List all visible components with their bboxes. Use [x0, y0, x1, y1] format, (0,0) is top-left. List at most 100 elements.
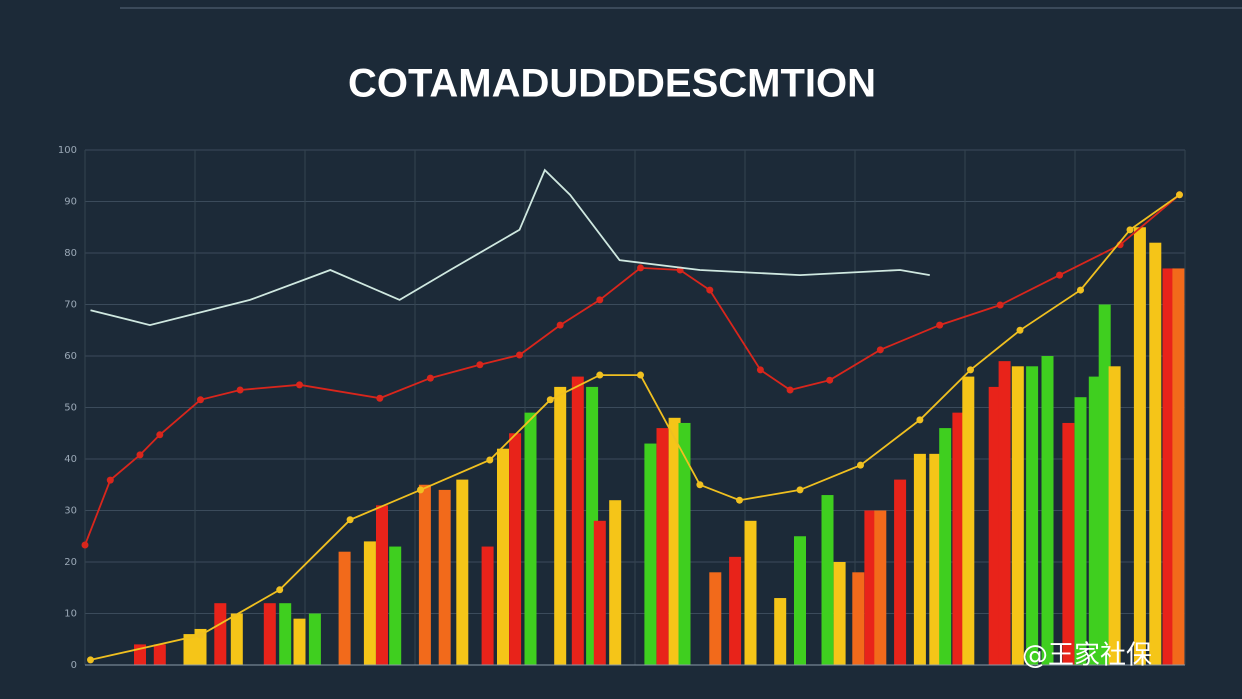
- line: [90, 168, 930, 327]
- line-marker: [486, 456, 494, 464]
- y-tick-label: 70: [64, 300, 77, 311]
- line-marker: [1077, 286, 1084, 294]
- line-marker: [756, 366, 764, 374]
- line-marker: [826, 376, 834, 384]
- bar: [153, 644, 166, 665]
- y-tick-label: 20: [64, 557, 77, 568]
- watermark: @王家社保: [1022, 641, 1152, 671]
- line-marker: [916, 416, 924, 424]
- bar: [988, 386, 1001, 665]
- bar: [509, 433, 522, 665]
- bar: [571, 376, 584, 665]
- bar: [962, 376, 975, 665]
- line-marker: [637, 264, 644, 272]
- line-marker: [876, 346, 884, 354]
- bar: [1162, 268, 1175, 665]
- line-marker: [426, 374, 434, 382]
- bar: [1172, 268, 1185, 665]
- bar: [794, 536, 806, 665]
- line-marker: [786, 386, 794, 394]
- line-marker: [1176, 191, 1183, 199]
- bar: [1133, 227, 1146, 665]
- bar: [308, 613, 321, 665]
- bar: [833, 562, 846, 665]
- bar: [1074, 397, 1087, 665]
- line-marker: [106, 476, 114, 484]
- line-marker: [1126, 226, 1134, 234]
- line-marker: [967, 366, 974, 374]
- line-marker: [81, 541, 89, 549]
- bar: [338, 551, 351, 665]
- bar: [609, 500, 622, 665]
- line-marker: [376, 394, 384, 402]
- bar: [939, 428, 952, 665]
- line-marker: [156, 431, 164, 439]
- line-marker: [996, 301, 1004, 309]
- line-marker: [197, 396, 204, 404]
- line-marker: [596, 371, 604, 379]
- line-marker: [736, 496, 743, 504]
- bar: [194, 628, 207, 665]
- bar: [744, 520, 757, 665]
- bar: [438, 489, 451, 665]
- y-tick-label: 40: [64, 454, 77, 465]
- y-tick-label: 90: [64, 197, 77, 208]
- line-marker: [236, 386, 244, 394]
- line-marker: [936, 321, 944, 329]
- bar: [1026, 366, 1039, 665]
- line-marker: [637, 371, 644, 379]
- bar: [1088, 376, 1101, 665]
- line-marker: [516, 351, 523, 359]
- bar: [864, 510, 877, 665]
- line-marker: [596, 296, 604, 304]
- bar: [230, 613, 243, 665]
- bar: [1062, 422, 1075, 665]
- y-tick-label: 30: [64, 506, 77, 517]
- line-marker: [87, 656, 94, 664]
- y-tick-label: 0: [71, 660, 77, 671]
- bar: [183, 634, 196, 665]
- line-marker: [796, 486, 804, 494]
- line-marker: [706, 286, 714, 294]
- bar: [263, 603, 276, 665]
- bar: [729, 556, 742, 665]
- line-marker: [276, 586, 284, 594]
- line-marker: [546, 396, 554, 404]
- bar: [913, 453, 926, 665]
- bar: [774, 598, 787, 665]
- line-marker: [197, 631, 204, 639]
- y-tick-label: 10: [64, 609, 77, 620]
- line-marker: [346, 516, 354, 524]
- bar: [554, 386, 567, 665]
- bar: [363, 541, 376, 665]
- bar: [952, 412, 965, 665]
- y-tick-label: 60: [64, 351, 77, 362]
- bar: [376, 505, 388, 665]
- bar: [678, 422, 691, 665]
- bar: [1149, 242, 1162, 665]
- bar: [709, 572, 722, 665]
- bar: [1098, 304, 1111, 665]
- bar: [497, 448, 509, 665]
- bar: [524, 412, 537, 665]
- chart-title: COTAMADUDDDESCMTION: [348, 62, 876, 106]
- line-marker: [476, 361, 484, 369]
- bar: [389, 546, 402, 665]
- bar: [418, 484, 431, 665]
- bar: [874, 510, 887, 665]
- bar: [998, 361, 1011, 665]
- bar: [481, 546, 494, 665]
- bar: [1108, 366, 1121, 665]
- line-marker: [417, 486, 424, 494]
- line-marker: [1056, 271, 1064, 279]
- bar: [293, 618, 306, 665]
- line-marker: [296, 381, 303, 389]
- bar: [456, 479, 469, 665]
- bar: [929, 453, 942, 665]
- y-tick-label: 100: [58, 145, 77, 156]
- bar: [894, 479, 907, 665]
- line-marker: [556, 321, 564, 329]
- bar: [1011, 366, 1024, 665]
- bar: [279, 603, 292, 665]
- bar: [1041, 356, 1054, 665]
